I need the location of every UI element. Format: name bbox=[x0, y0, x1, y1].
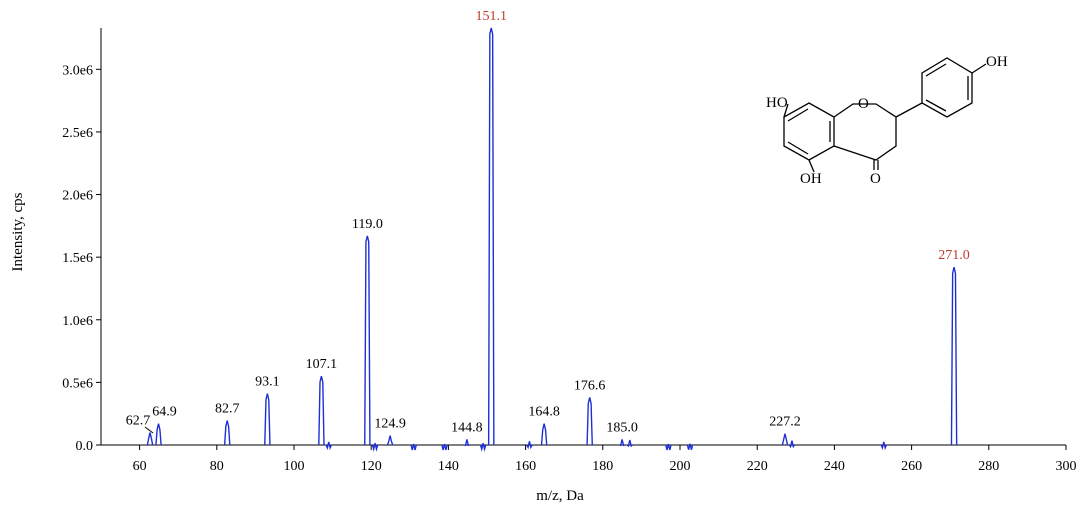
ring-a-double-bond-1 bbox=[787, 108, 809, 122]
ring-a bbox=[783, 102, 835, 161]
peak-label-124.9: 124.9 bbox=[374, 417, 406, 432]
peak-label-107.1: 107.1 bbox=[306, 357, 338, 372]
peak-124.9 bbox=[386, 435, 394, 446]
peak-label-164.8: 164.8 bbox=[528, 405, 560, 420]
peak-161 bbox=[526, 441, 533, 450]
peak-label-151.1: 151.1 bbox=[475, 9, 507, 24]
x-axis-title: m/z, Da bbox=[536, 488, 584, 504]
ring-b-double-bond-1 bbox=[925, 63, 947, 77]
peak-label-271.0: 271.0 bbox=[938, 248, 970, 263]
ring-oxygen-label: O bbox=[858, 96, 869, 112]
x-tick-label-200: 200 bbox=[670, 459, 691, 474]
ring-c bbox=[833, 103, 897, 161]
x-tick-label-80: 80 bbox=[210, 459, 224, 474]
oh-top-label: OH bbox=[986, 54, 1008, 70]
x-tick-label-300: 300 bbox=[1056, 459, 1077, 474]
y-tick-label-4: 2.0e6 bbox=[62, 189, 93, 204]
peak-label-227.2: 227.2 bbox=[769, 415, 801, 430]
x-tick-label-60: 60 bbox=[133, 459, 147, 474]
peak-label-119.0: 119.0 bbox=[352, 217, 383, 232]
x-tick-label-180: 180 bbox=[592, 459, 613, 474]
y-tick-label-0: 0.0 bbox=[76, 439, 94, 454]
x-tick-label-260: 260 bbox=[901, 459, 922, 474]
peak-252.8 bbox=[880, 441, 888, 451]
peak-label-64.9: 64.9 bbox=[152, 405, 177, 420]
peak-62.7-leader bbox=[144, 426, 154, 434]
peak-229 bbox=[788, 440, 796, 449]
x-tick-label-120: 120 bbox=[361, 459, 382, 474]
y-tick-label-1: 0.5e6 bbox=[62, 376, 93, 391]
peak-label-82.7: 82.7 bbox=[215, 402, 240, 417]
ho-label: HO bbox=[766, 95, 788, 111]
peak-271 bbox=[950, 267, 958, 446]
ring-a-double-bond-2 bbox=[787, 141, 809, 155]
y-axis-ticks: 0.0 0.5e6 1.0e6 1.5e6 2.0e6 2.5e6 3.0e6 bbox=[62, 63, 101, 454]
peak-149 bbox=[479, 442, 487, 452]
peak-label-185.0: 185.0 bbox=[606, 420, 638, 435]
b-ring-link bbox=[895, 102, 923, 118]
y-tick-label-2: 1.0e6 bbox=[62, 314, 93, 329]
y-tick-label-3: 1.5e6 bbox=[62, 251, 93, 266]
peak-187 bbox=[626, 439, 633, 448]
x-tick-label-240: 240 bbox=[824, 459, 845, 474]
peak-107.1 bbox=[318, 375, 325, 446]
x-tick-label-160: 160 bbox=[515, 459, 536, 474]
peak-202.6 bbox=[686, 443, 694, 450]
oh-top-bond bbox=[971, 63, 987, 74]
oh-bottom-bond bbox=[808, 159, 815, 173]
peak-82.7 bbox=[223, 420, 231, 446]
peak-label-144.8: 144.8 bbox=[451, 420, 483, 435]
spectrum-peaks bbox=[146, 27, 958, 452]
oh-bottom-label: OH bbox=[800, 171, 822, 187]
peak-139 bbox=[441, 443, 448, 451]
x-tick-label-100: 100 bbox=[284, 459, 305, 474]
x-axis-ticks: 60 80 100 120 140 160 180 200 220 240 260 280 300 bbox=[133, 445, 1077, 474]
peak-labels: 62.764.9 82.7 93.1 107.1 119.0 124.9 144.8 151.… bbox=[126, 9, 970, 435]
peak-176.6 bbox=[586, 397, 593, 446]
peak-109 bbox=[325, 441, 332, 451]
peak-62.7 bbox=[146, 432, 154, 446]
ring-b bbox=[921, 57, 973, 118]
chemical-structure bbox=[783, 57, 987, 173]
y-axis-title: Intensity, cps bbox=[10, 192, 26, 271]
structure-labels: HO O OH OH O bbox=[766, 54, 1008, 187]
peak-119 bbox=[364, 235, 371, 446]
peak-185 bbox=[619, 439, 625, 447]
peak-93.1 bbox=[264, 393, 271, 446]
peak-131 bbox=[410, 443, 417, 451]
ho-bond bbox=[783, 103, 789, 118]
carbonyl-oxygen-label: O bbox=[870, 171, 881, 187]
peak-151.1 bbox=[487, 27, 495, 446]
x-tick-label-280: 280 bbox=[978, 459, 999, 474]
peak-227.2 bbox=[781, 433, 789, 446]
y-tick-label-5: 2.5e6 bbox=[62, 126, 93, 141]
x-tick-label-220: 220 bbox=[747, 459, 768, 474]
ring-b-double-bond-3 bbox=[925, 99, 947, 112]
plot-area: 60 80 100 120 140 160 180 200 220 240 260 280 300 0.… bbox=[62, 9, 1076, 474]
y-tick-label-6: 3.0e6 bbox=[62, 63, 93, 78]
peak-label-62.7: 62.7 bbox=[126, 413, 151, 428]
peak-label-176.6: 176.6 bbox=[574, 378, 606, 393]
x-tick-label-140: 140 bbox=[438, 459, 459, 474]
peak-label-93.1: 93.1 bbox=[255, 375, 280, 390]
peak-121 bbox=[371, 442, 379, 452]
peak-164.8 bbox=[540, 423, 548, 446]
peak-197 bbox=[665, 443, 672, 451]
peak-144.8 bbox=[464, 439, 470, 447]
peak-64.9 bbox=[155, 423, 162, 446]
